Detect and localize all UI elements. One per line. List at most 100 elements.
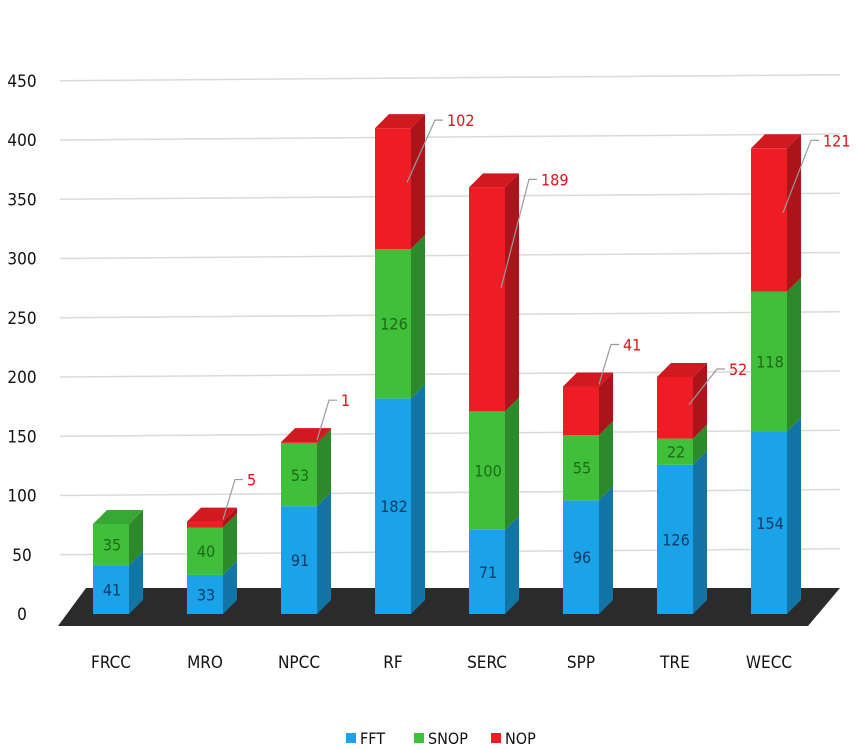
- x-tick-label: FRCC: [91, 653, 131, 673]
- bar-side: [411, 384, 425, 614]
- bar-side: [505, 515, 519, 614]
- bar-front: [751, 148, 787, 292]
- bar-front: [281, 506, 317, 614]
- leader-line: [782, 139, 819, 214]
- bar-stack-mro: [187, 507, 237, 614]
- bar-front: [375, 249, 411, 399]
- bar-front: [657, 464, 693, 614]
- bar-front: [469, 187, 505, 412]
- bar-stack-tre: [657, 363, 707, 614]
- bar-front: [93, 565, 129, 614]
- data-label: 40: [197, 542, 215, 561]
- bar-top: [657, 363, 707, 377]
- bar-front: [469, 411, 505, 530]
- bar-front: [563, 500, 599, 614]
- x-tick-label: NPCC: [278, 653, 320, 673]
- bar-wecc-snop: [751, 277, 801, 432]
- bar-front: [563, 435, 599, 501]
- bar-spp-fft: [563, 486, 613, 614]
- legend-swatch: [346, 733, 356, 743]
- data-label: 121: [823, 131, 850, 150]
- y-tick-label: 100: [7, 487, 36, 507]
- bar-front: [187, 574, 223, 614]
- gridline: [59, 192, 841, 200]
- leader-line: [598, 343, 619, 385]
- x-tick-label: WECC: [746, 653, 792, 673]
- bar-front: [375, 128, 411, 250]
- bar-stack-wecc: [751, 134, 801, 614]
- bar-serc-nop: [469, 173, 519, 412]
- bar-side: [223, 560, 237, 614]
- data-label: 33: [197, 585, 215, 604]
- bar-front: [187, 527, 223, 575]
- data-label: 1: [341, 391, 350, 410]
- legend-label: NOP: [505, 729, 536, 748]
- x-tick-label: SERC: [467, 653, 507, 673]
- bar-npcc-snop: [281, 429, 331, 507]
- bar-mro-fft: [187, 560, 237, 614]
- y-tick-label: 350: [7, 190, 36, 210]
- bar-side: [223, 507, 237, 528]
- bar-front: [375, 398, 411, 614]
- data-label: 35: [103, 536, 121, 555]
- legend-swatch: [491, 733, 501, 743]
- bar-rf-nop: [375, 114, 425, 250]
- bar-front: [751, 291, 787, 432]
- data-label: 41: [623, 335, 641, 354]
- data-label: 100: [474, 462, 501, 481]
- bar-npcc-fft: [281, 492, 331, 614]
- bar-top: [469, 173, 519, 188]
- bars: [93, 114, 801, 614]
- data-label: 118: [756, 353, 783, 372]
- data-label: 52: [729, 360, 747, 379]
- data-label: 102: [447, 111, 474, 130]
- bar-front: [187, 521, 223, 528]
- bar-side: [599, 421, 613, 501]
- bar-stack-serc: [469, 173, 519, 614]
- data-label: 126: [662, 530, 689, 549]
- data-label: 5: [247, 471, 256, 490]
- legend-label: FFT: [360, 729, 385, 748]
- y-tick-label: 200: [7, 368, 36, 388]
- x-tick-label: TRE: [659, 653, 690, 673]
- leader-line: [500, 178, 537, 289]
- bar-side: [411, 114, 425, 250]
- bar-front: [751, 431, 787, 614]
- bar-side: [787, 134, 801, 292]
- bar-spp-snop: [563, 421, 613, 501]
- bar-front: [469, 529, 505, 614]
- bar-side: [505, 173, 519, 412]
- x-tick-label: MRO: [187, 653, 223, 673]
- bar-side: [223, 513, 237, 575]
- bar-rf-fft: [375, 384, 425, 614]
- y-tick-label: 50: [12, 546, 31, 566]
- bar-tre-fft: [657, 450, 707, 614]
- bar-tre-nop: [657, 363, 707, 439]
- bar-wecc-nop: [751, 134, 801, 292]
- data-label: 22: [667, 443, 685, 462]
- bar-front: [281, 442, 317, 444]
- legend: FFT SNOP NOP: [346, 729, 536, 748]
- bar-top: [281, 428, 331, 443]
- x-axis: FRCC MRO NPCC RF SERC SPP TRE WECC: [91, 653, 792, 673]
- bar-wecc-fft: [751, 417, 801, 614]
- legend-item-snop: SNOP: [414, 729, 468, 748]
- legend-item-fft: FFT: [346, 729, 385, 748]
- data-label: 189: [541, 170, 568, 189]
- bar-side: [317, 429, 331, 507]
- bar-frcc-fft: [93, 551, 143, 614]
- leader-line: [406, 119, 443, 183]
- bar-top: [93, 509, 143, 524]
- bar-top: [751, 134, 801, 149]
- leader-line: [316, 399, 337, 441]
- gridline: [59, 251, 841, 260]
- bar-front: [563, 386, 599, 436]
- bar-spp-nop: [563, 372, 613, 436]
- gridline: [59, 548, 841, 556]
- bar-side: [129, 509, 143, 566]
- bar-stack-frcc: [93, 509, 143, 614]
- data-label: 41: [103, 581, 121, 600]
- gridline: [59, 370, 841, 378]
- bar-side: [411, 235, 425, 399]
- bar-side: [693, 450, 707, 614]
